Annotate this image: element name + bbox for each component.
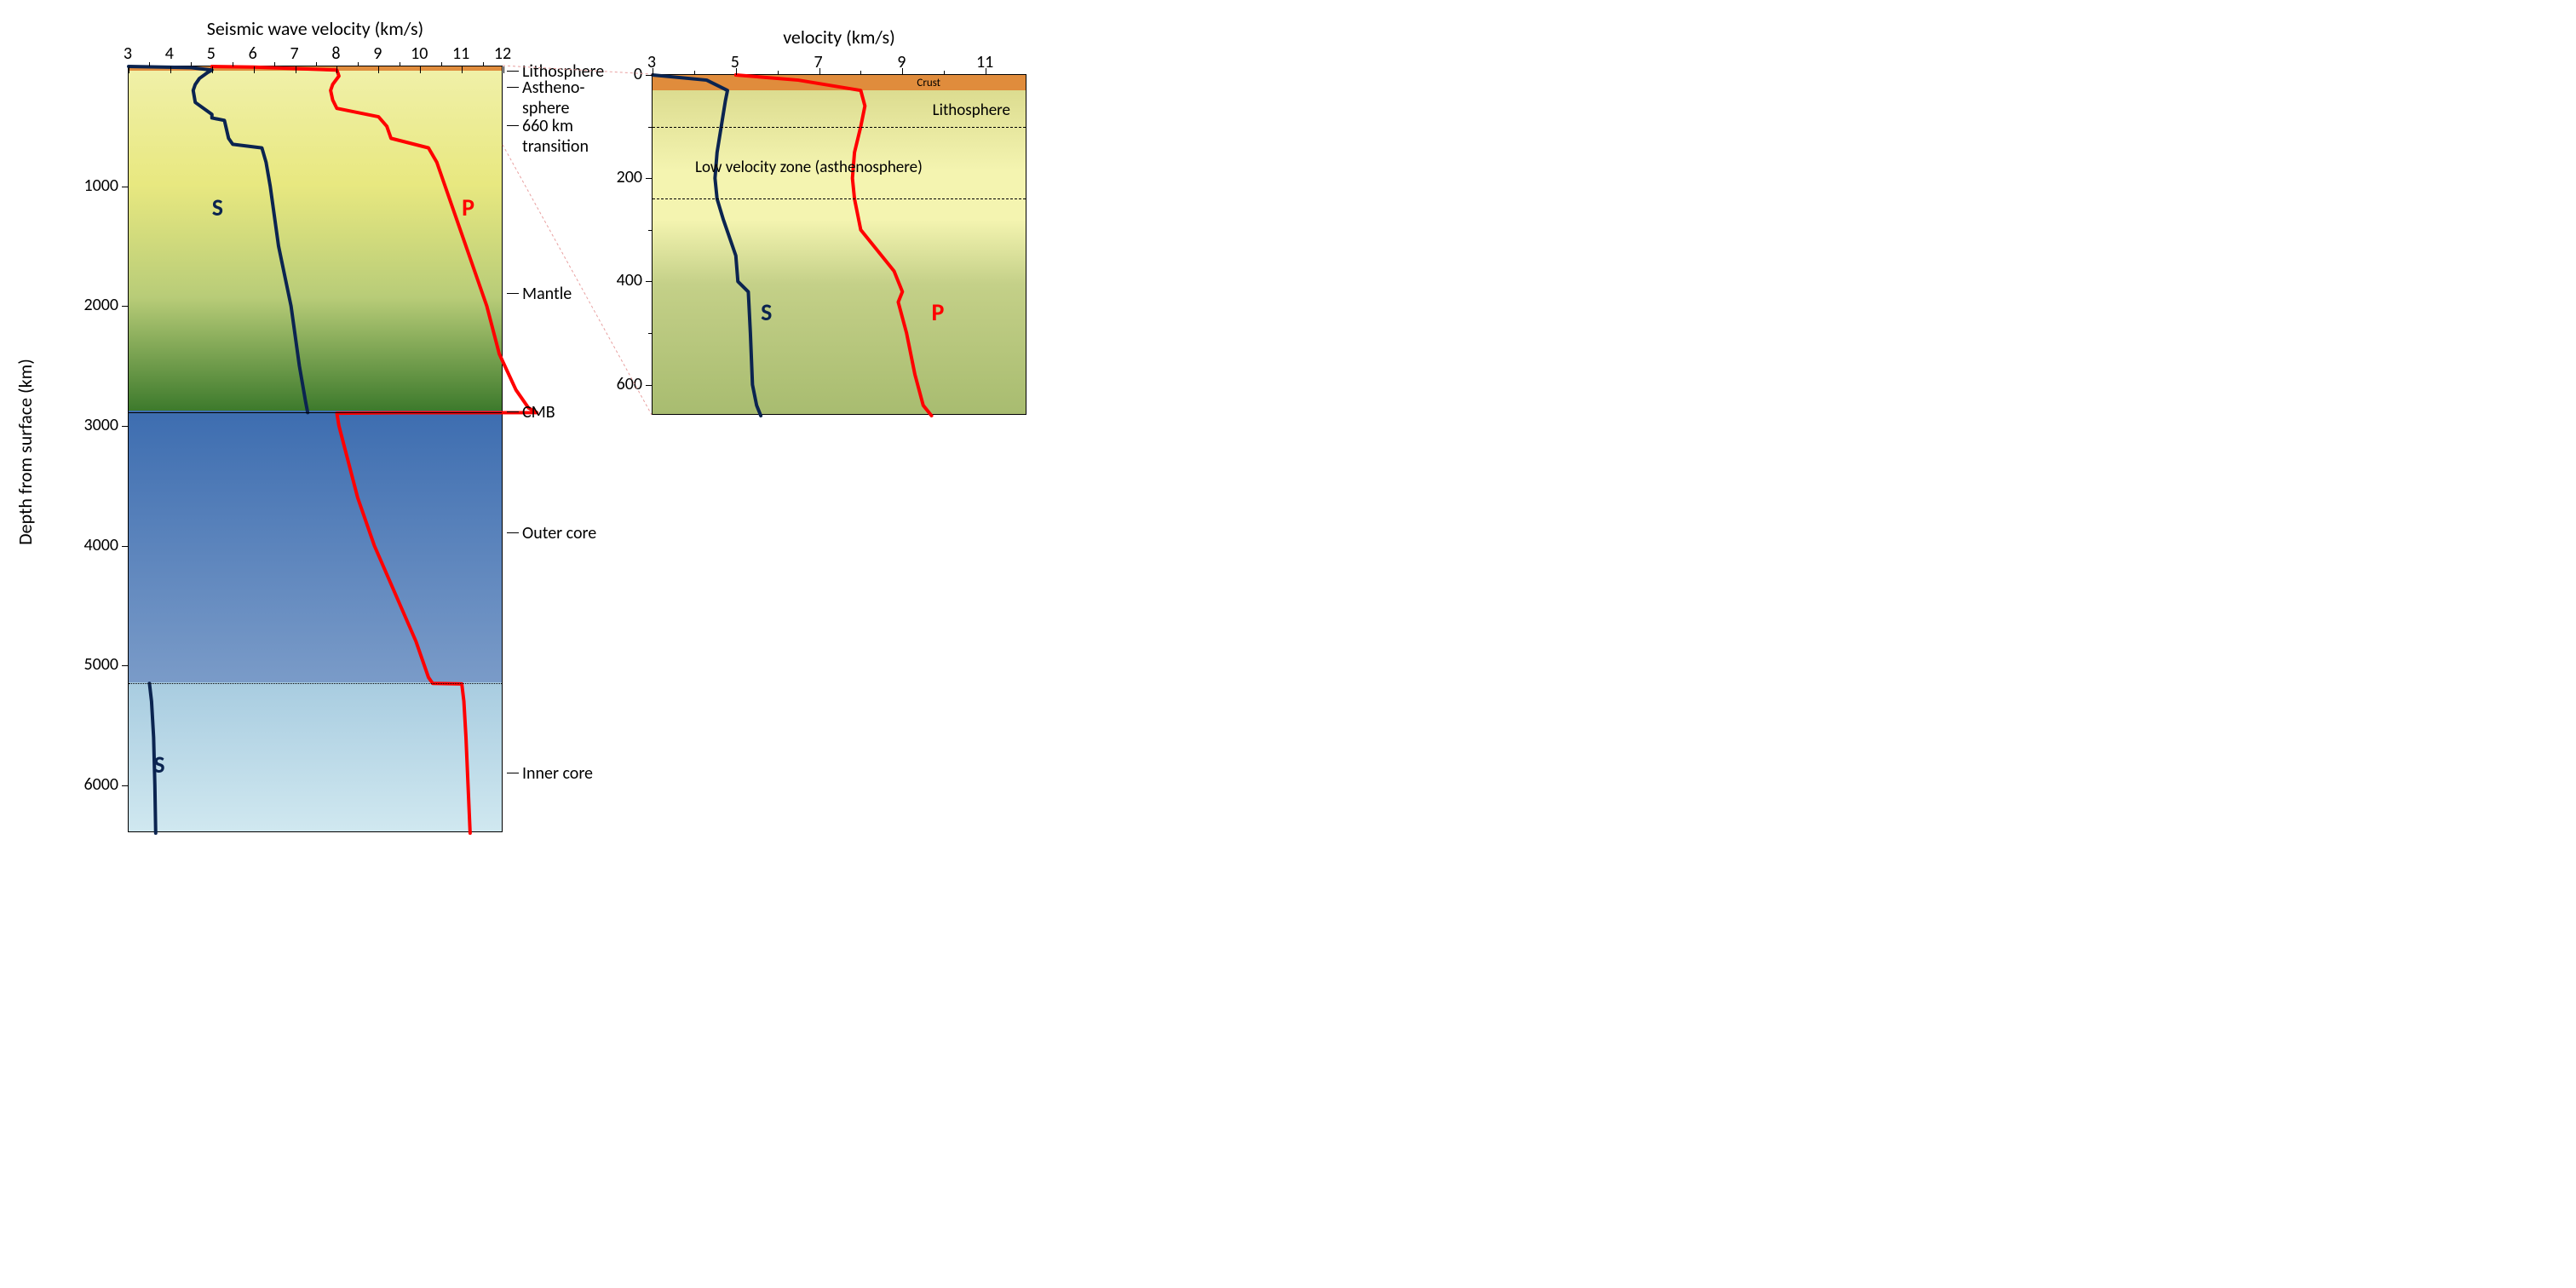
series-label: P <box>462 193 474 222</box>
figure-container: Seismic wave velocity (km/s) 3 4 5 6 7 8 9 10 11… <box>17 17 2559 832</box>
x-tick: 10 <box>411 43 428 64</box>
main-y-axis-label: Depth from surface (km) <box>14 359 37 545</box>
x-tick: 4 <box>165 43 174 64</box>
x-tick: 6 <box>249 43 257 64</box>
inset-x-axis-label: velocity (km/s) <box>652 26 1026 49</box>
series-label: S <box>761 297 772 327</box>
x-tick: 9 <box>373 43 382 64</box>
inset-plot-area: Crust Lithosphere Low velocity zone (asthe… <box>652 74 1026 415</box>
main-x-axis-label: Seismic wave velocity (km/s) <box>128 17 503 40</box>
x-tick: 7 <box>290 43 298 64</box>
y-tick: 3000 <box>83 415 118 435</box>
x-tick: 9 <box>897 52 906 72</box>
x-tick: 11 <box>976 52 993 72</box>
boundary-line <box>129 683 502 684</box>
layer-label: Astheno- sphere <box>522 78 585 118</box>
lvz-label: Low velocity zone (asthenosphere) <box>695 158 923 177</box>
x-tick: 7 <box>814 52 822 72</box>
x-tick: 8 <box>331 43 340 64</box>
main-plot-area: S S P <box>128 66 503 832</box>
y-tick: 0 <box>634 64 642 84</box>
x-tick: 3 <box>124 43 132 64</box>
main-chart: Seismic wave velocity (km/s) 3 4 5 6 7 8 9 10 11… <box>77 17 503 832</box>
series-label: S <box>153 750 164 779</box>
x-tick: 5 <box>731 52 739 72</box>
dashed-boundary <box>653 198 1026 199</box>
main-chart-svg <box>129 66 502 831</box>
x-tick: 11 <box>452 43 469 64</box>
y-tick: 400 <box>617 270 642 290</box>
series-label: S <box>212 193 223 222</box>
inset-chart: velocity (km/s) 3 5 7 9 11 0 200 400 600 Crust L… <box>605 26 1026 415</box>
layer-label: CMB <box>522 402 555 423</box>
layer-label: 660 km transition <box>522 116 589 157</box>
x-tick: 5 <box>207 43 216 64</box>
crust-label: Crust <box>917 77 940 89</box>
series-label: P <box>932 297 945 327</box>
x-tick: 12 <box>494 43 511 64</box>
y-tick: 5000 <box>83 654 118 675</box>
y-tick: 4000 <box>83 535 118 555</box>
boundary-line <box>129 412 502 413</box>
lithosphere-label: Lithosphere <box>933 101 1010 120</box>
layer-label: Inner core <box>522 763 593 784</box>
layer-label: Outer core <box>522 523 596 543</box>
y-tick: 6000 <box>83 774 118 795</box>
y-tick: 600 <box>617 374 642 394</box>
x-tick: 3 <box>647 52 656 72</box>
y-tick: 1000 <box>83 175 118 196</box>
layer-label: Mantle <box>522 284 572 304</box>
y-tick: 2000 <box>83 295 118 315</box>
dashed-boundary <box>653 127 1026 128</box>
y-tick: 200 <box>617 167 642 187</box>
